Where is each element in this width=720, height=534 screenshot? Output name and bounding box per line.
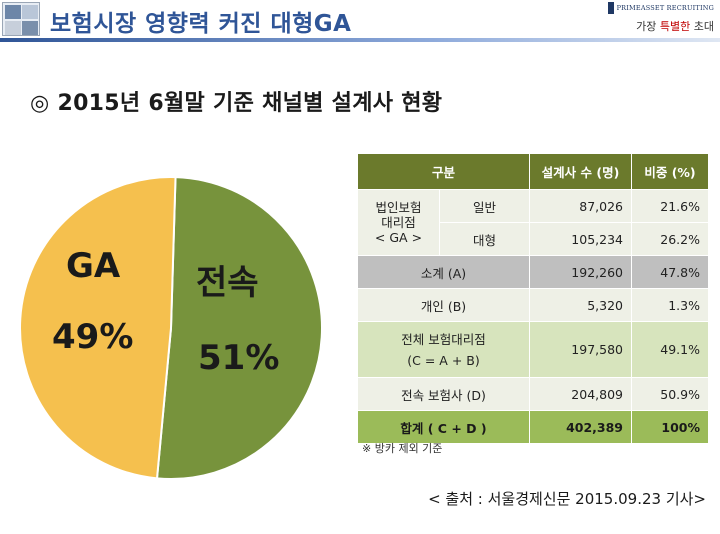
cell-share-large: 26.2% xyxy=(631,222,709,256)
footnote: ※ 방카 제외 기준 xyxy=(362,442,443,455)
table-row: 개인 (B) 5,320 1.3% xyxy=(357,288,709,322)
cell-count-individual: 5,320 xyxy=(529,288,632,322)
table-row: 소계 (A) 192,260 47.8% xyxy=(357,255,709,289)
header-logo-image xyxy=(2,2,40,36)
pie-label-ga-name: GA xyxy=(66,246,121,286)
pie-label-exclusive-value: 51% xyxy=(198,338,280,378)
brand-slogan-prefix: 가장 xyxy=(636,20,660,33)
pie-label-ga-value: 49% xyxy=(52,317,134,357)
source-citation: < 출처 : 서울경제신문 2015.09.23 기사> xyxy=(428,490,706,508)
channel-pie-chart xyxy=(19,176,323,480)
row-label-subtotal: 소계 (A) xyxy=(357,255,530,289)
cell-count-large: 105,234 xyxy=(529,222,632,256)
pie-label-exclusive-name: 전속 xyxy=(196,263,259,303)
cell-count-subtotal: 192,260 xyxy=(529,255,632,289)
table-row: 법인보험 대리점 < GA > 일반 87,026 21.6% xyxy=(357,189,709,256)
row-label-individual: 개인 (B) xyxy=(357,288,530,322)
cell-count-exclusive: 204,809 xyxy=(529,377,632,411)
header-count: 설계사 수 (명) xyxy=(529,153,632,190)
cell-share-subtotal: 47.8% xyxy=(631,255,709,289)
section-title: ◎ 2015년 6월말 기준 채널별 설계사 현황 xyxy=(30,91,443,116)
row-label-total: 합계 ( C + D ) xyxy=(357,410,530,444)
brand-name: PRIMEASSET RECRUITING xyxy=(616,4,714,12)
row-label-all-agency: 전체 보험대리점 (C = A + B) xyxy=(357,321,530,378)
group-label-line: 대리점 xyxy=(381,215,416,230)
cell-share-individual: 1.3% xyxy=(631,288,709,322)
row-label-exclusive: 전속 보험사 (D) xyxy=(357,377,530,411)
header-share: 비중 (%) xyxy=(631,153,709,190)
brand-slogan-suffix: 초대 xyxy=(690,20,714,33)
header-category: 구분 xyxy=(357,153,530,190)
pie-slice-exclusive xyxy=(155,176,323,480)
group-label-line: < GA > xyxy=(374,230,423,245)
cell-count-all-agency: 197,580 xyxy=(529,321,632,378)
brand-logo: PRIMEASSET RECRUITING 가장 특별한 초대 xyxy=(608,2,714,34)
cell-count-general: 87,026 xyxy=(529,189,632,223)
brand-slogan-highlight: 특별한 xyxy=(659,20,691,33)
row-label-all-agency-line1: 전체 보험대리점 xyxy=(401,331,486,347)
pie-slice-ga xyxy=(19,176,177,480)
group-label-ga: 법인보험 대리점 < GA > xyxy=(357,189,440,256)
row-label-all-agency-line2: (C = A + B) xyxy=(407,352,480,368)
row-label-general: 일반 xyxy=(439,189,530,223)
table-row: 전체 보험대리점 (C = A + B) 197,580 49.1% xyxy=(357,321,709,378)
table-row: 합계 ( C + D ) 402,389 100% xyxy=(357,410,709,444)
table-row: 전속 보험사 (D) 204,809 50.9% xyxy=(357,377,709,411)
cell-count-total: 402,389 xyxy=(529,410,632,444)
brand-slogan: 가장 특별한 초대 xyxy=(608,18,714,34)
row-label-large: 대형 xyxy=(439,222,530,256)
cell-share-general: 21.6% xyxy=(631,189,709,223)
group-label-line: 법인보험 xyxy=(375,200,422,215)
agent-count-table: 구분 설계사 수 (명) 비중 (%) 법인보험 대리점 < GA > 일반 8… xyxy=(357,153,709,444)
header-divider xyxy=(0,38,720,42)
cell-share-exclusive: 50.9% xyxy=(631,377,709,411)
cell-share-total: 100% xyxy=(631,410,709,444)
table-row: 대형 105,234 26.2% xyxy=(358,222,709,256)
brand-mark-icon xyxy=(608,2,614,14)
page-title: 보험시장 영향력 커진 대형GA xyxy=(50,11,352,37)
cell-share-all-agency: 49.1% xyxy=(631,321,709,378)
